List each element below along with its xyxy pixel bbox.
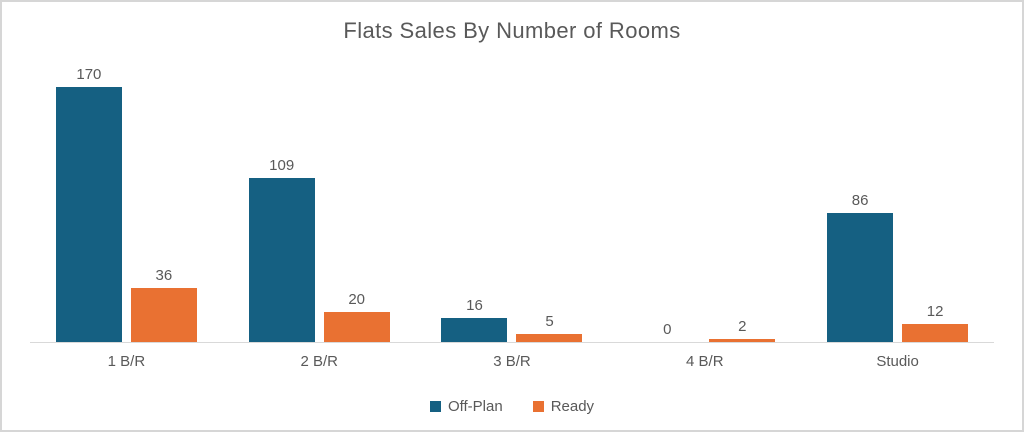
category-label: 1 B/R	[107, 353, 146, 370]
legend-swatch-ready	[532, 401, 544, 412]
data-label: 5	[545, 313, 554, 330]
category-axis-labels: 1 B/R 2 B/R 3 B/R 4 B/R Studio	[30, 342, 994, 370]
bar-col: 2	[709, 318, 776, 342]
legend-label: Ready	[550, 398, 595, 415]
data-label: 12	[926, 303, 944, 320]
data-label: 109	[269, 157, 295, 174]
bar-col: 5	[516, 313, 583, 342]
data-label: 0	[663, 321, 672, 338]
bar-ready	[902, 324, 969, 342]
bar-off-plan	[441, 318, 508, 342]
legend-item-off-plan: Off-Plan	[429, 398, 503, 415]
bar-group-2-b-r: 109 20	[223, 60, 416, 342]
data-label: 36	[155, 267, 173, 284]
bar-col: 170	[55, 66, 122, 342]
legend: Off-Plan Ready	[2, 398, 1022, 415]
bar-col: 16	[441, 297, 508, 342]
category-label: Studio	[876, 353, 919, 370]
bar-col: 20	[323, 291, 390, 342]
plot-area: 170 36 109 20 16 5 0 2 86 12 1 B/R 2 B/R 3 B/R 4 B/R…	[30, 60, 994, 370]
bar-col: 36	[130, 267, 197, 342]
bar-col: 109	[248, 157, 315, 342]
data-label: 170	[76, 66, 102, 83]
bar-group-studio: 86 12	[801, 60, 994, 342]
bar-off-plan	[55, 87, 122, 342]
bar-ready	[323, 312, 390, 342]
bar-off-plan	[248, 178, 315, 342]
data-label: 16	[466, 297, 483, 314]
legend-label: Off-Plan	[447, 398, 503, 415]
legend-swatch-off-plan	[429, 401, 441, 412]
category-label: 2 B/R	[300, 353, 338, 370]
bar-group-1-b-r: 170 36	[30, 60, 223, 342]
chart-title: Flats Sales By Number of Rooms	[343, 18, 681, 43]
bar-ready	[130, 288, 197, 342]
data-label: 2	[738, 318, 747, 335]
bar-col: 86	[827, 192, 894, 342]
category-label: 3 B/R	[493, 353, 531, 370]
bar-groups: 170 36 109 20 16 5 0 2 86 12	[30, 60, 994, 342]
bar-off-plan	[827, 213, 894, 342]
bar-col: 12	[902, 303, 969, 342]
x-axis-line	[30, 342, 994, 343]
bar-ready	[709, 339, 776, 342]
bar-group-3-b-r: 16 5	[416, 60, 609, 342]
data-label: 20	[348, 291, 366, 308]
bar-col: 0	[634, 322, 700, 342]
legend-item-ready: Ready	[532, 398, 595, 415]
bar-ready	[516, 334, 583, 342]
category-label: 4 B/R	[686, 353, 724, 370]
data-label: 86	[851, 192, 869, 209]
